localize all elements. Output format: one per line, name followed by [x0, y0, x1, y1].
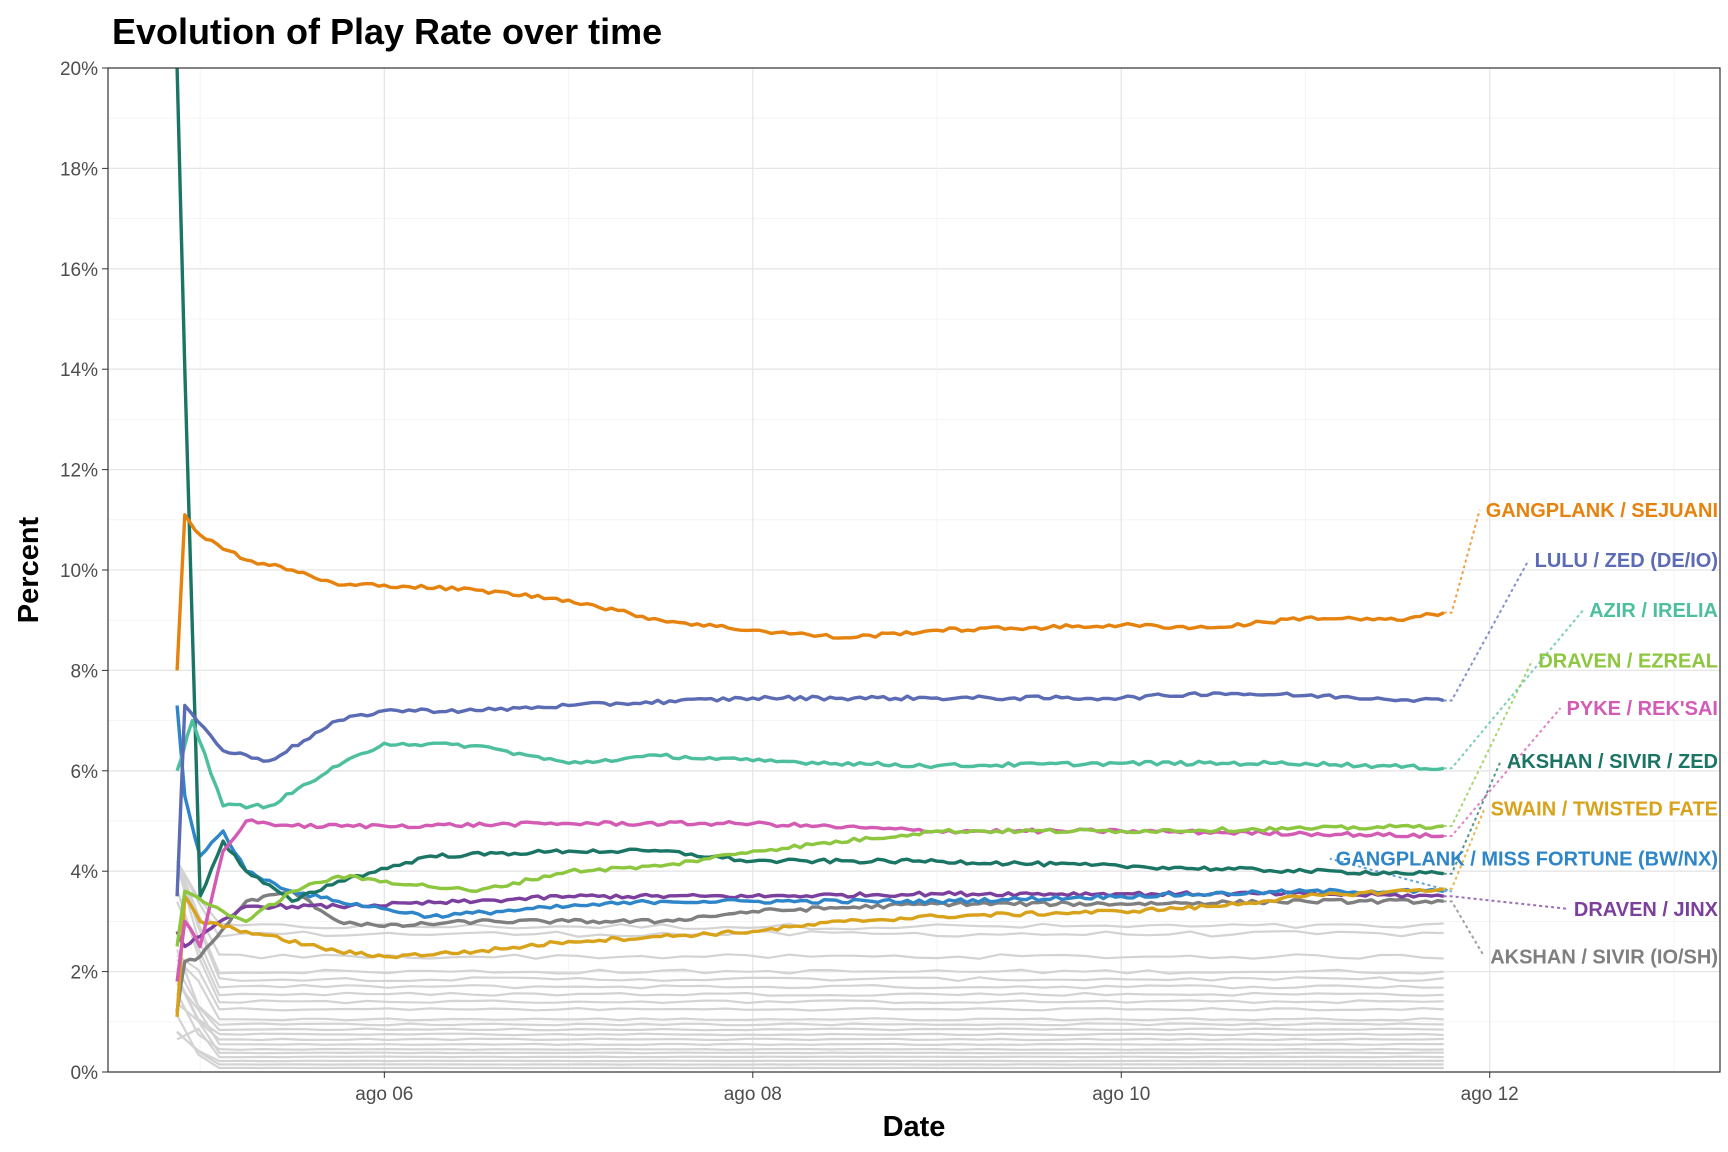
label-connector — [1329, 857, 1452, 893]
background-series-line — [176, 888, 1444, 1005]
label-connector — [1443, 808, 1486, 890]
label-connector — [1443, 900, 1486, 958]
series-line — [175, 513, 1445, 671]
background-series-line — [176, 901, 1444, 997]
series-end-label: LULU / ZED (DE/IO) — [1535, 550, 1718, 572]
chart-title: Evolution of Play Rate over time — [112, 11, 662, 52]
x-tick-label: ago 12 — [1461, 1084, 1519, 1105]
label-connector — [1443, 659, 1534, 828]
label-connector — [1443, 707, 1562, 838]
series-end-label: AZIR / IRELIA — [1589, 600, 1718, 622]
series-line — [175, 718, 1445, 810]
label-connector — [1443, 559, 1530, 702]
background-series-line — [176, 1002, 1444, 1055]
series-end-label: SWAIN / TWISTED FATE — [1491, 798, 1718, 820]
background-series-line — [176, 992, 1444, 1051]
x-tick-label: ago 08 — [724, 1084, 782, 1105]
x-tick-label: ago 06 — [355, 1084, 413, 1105]
label-connector — [1443, 895, 1568, 910]
y-tick-label: 10% — [60, 561, 98, 582]
y-tick-label: 2% — [71, 963, 99, 984]
series-end-label: AKSHAN / SIVIR / ZED — [1507, 751, 1718, 773]
background-series-line — [176, 982, 1444, 1047]
background-series-line — [176, 977, 1444, 1042]
background-series-line — [176, 1030, 1444, 1066]
background-series-line — [176, 949, 1444, 1027]
background-series-line — [176, 1031, 1444, 1063]
y-tick-label: 0% — [71, 1063, 99, 1084]
background-series-group — [176, 860, 1444, 1070]
label-connector — [1443, 509, 1481, 614]
series-line — [175, 823, 1444, 947]
highlighted-series-group — [175, 67, 1445, 1017]
y-tick-label: 6% — [71, 762, 99, 783]
background-series-line — [176, 967, 1444, 1032]
end-labels: GANGPLANK / SEJUANI LULU / ZED (DE/IO) AZI… — [1336, 500, 1719, 969]
y-tick-label: 20% — [60, 59, 98, 80]
background-series-line — [176, 1014, 1444, 1070]
x-tick-label: ago 10 — [1092, 1084, 1150, 1105]
background-series-line — [176, 954, 1444, 1012]
label-connectors — [1329, 509, 1584, 958]
label-connector — [1443, 760, 1502, 875]
x-axis-title: Date — [883, 1111, 946, 1143]
background-series-line — [176, 860, 1444, 975]
background-series-line — [176, 864, 1444, 990]
y-tick-label: 12% — [60, 461, 98, 482]
series-line — [175, 705, 1444, 919]
y-axis-title: Percent — [13, 516, 45, 623]
series-line — [175, 818, 1444, 982]
y-tick-label: 14% — [60, 360, 98, 381]
y-tick-label: 4% — [71, 862, 99, 883]
series-end-label: PYKE / REK'SAI — [1567, 698, 1718, 720]
series-end-label: GANGPLANK / MISS FORTUNE (BW/NX) — [1336, 849, 1718, 871]
background-series-line — [176, 860, 1444, 983]
series-end-label: GANGPLANK / SEJUANI — [1486, 500, 1718, 522]
background-series-line — [176, 860, 1444, 938]
series-end-label: AKSHAN / SIVIR (IO/SH) — [1490, 947, 1718, 969]
y-tick-label: 8% — [71, 661, 99, 682]
series-line — [175, 887, 1445, 1017]
series-end-label: DRAVEN / EZREAL — [1538, 650, 1718, 672]
series-line — [175, 67, 1444, 903]
axis-ticks: 0% 2% 4% 6% 8% 10% 12% 14% 16% 18% 20% ago 06 ago 08… — [60, 59, 1519, 1105]
background-series-line — [176, 976, 1444, 1037]
background-series-line — [176, 958, 1444, 1022]
series-line — [175, 691, 1445, 897]
label-connector — [1443, 609, 1584, 770]
y-tick-label: 18% — [60, 159, 98, 180]
background-series-line — [176, 1027, 1444, 1059]
series-end-label: DRAVEN / JINX — [1574, 899, 1719, 921]
y-tick-label: 16% — [60, 260, 98, 281]
